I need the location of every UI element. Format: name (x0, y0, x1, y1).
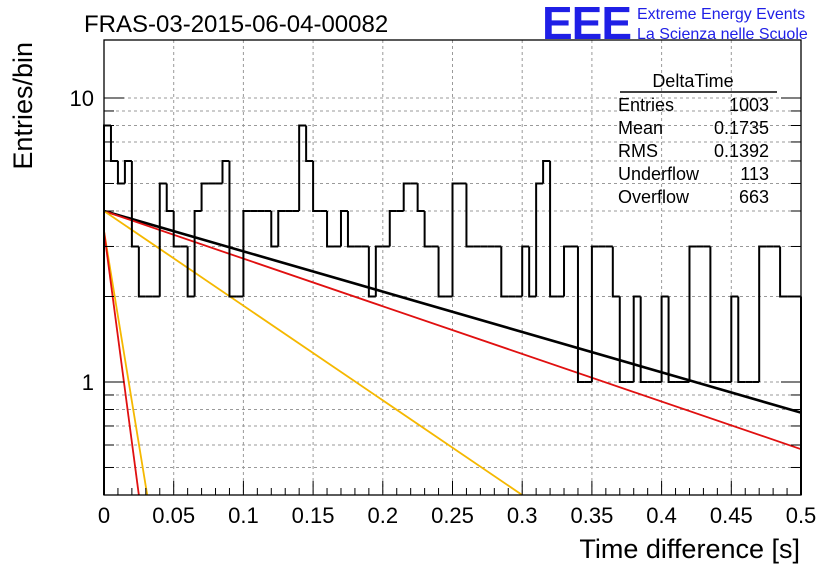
histogram-bin (200, 182, 209, 211)
histogram-bin (576, 246, 585, 383)
stats-title: DeltaTime (652, 71, 733, 91)
y-tick-label: 1 (82, 370, 94, 395)
eee-logo-line1: Extreme Energy Events (637, 6, 805, 23)
x-axis-label: Time difference [s] (579, 534, 800, 564)
histogram-bin (437, 246, 446, 298)
histogram-bin (632, 295, 641, 382)
histogram-bin (374, 245, 383, 297)
x-tick-label: 0.5 (786, 503, 817, 528)
histogram-bin (423, 210, 432, 248)
histogram-bin (312, 160, 321, 212)
eee-logo-line2: La Scienza nelle Scuole (637, 26, 808, 43)
histogram-bin (221, 159, 230, 184)
histogram-bin (165, 183, 174, 212)
stats-label: Entries (618, 95, 674, 115)
stats-label: RMS (618, 141, 658, 161)
histogram-bin (542, 159, 551, 184)
histogram-bin (611, 246, 620, 298)
axis-ticks (103, 97, 802, 496)
histogram-bin (709, 246, 718, 383)
histogram-bin (660, 295, 669, 382)
histogram-bin (590, 245, 599, 382)
stats-value: 0.1735 (714, 118, 769, 138)
stats-label: Overflow (618, 187, 690, 207)
fit-line (103, 230, 149, 496)
fit-line (103, 230, 140, 496)
x-tick-label: 0 (98, 503, 110, 528)
eee-logo-mark: EEE (542, 0, 631, 49)
stats-label: Mean (618, 118, 663, 138)
histogram-bin (549, 160, 558, 298)
histogram-bin (451, 182, 460, 297)
stats-label: Underflow (618, 164, 700, 184)
histogram-bin (779, 246, 788, 298)
histogram-bin (367, 246, 376, 298)
fit-line (103, 209, 802, 414)
histogram-bin (535, 182, 544, 297)
histogram-bin (186, 246, 195, 298)
histogram-bin (500, 246, 509, 298)
histogram-bin (277, 209, 286, 247)
histogram-bin (521, 245, 530, 297)
y-axis-label: Entries/bin (8, 42, 38, 170)
histogram-bin (326, 210, 335, 248)
y-tick-label: 10 (70, 86, 94, 111)
histogram-bin (688, 245, 697, 382)
histogram-bin (667, 296, 676, 383)
histogram-bin (137, 246, 146, 298)
histogram-bin (528, 246, 537, 298)
histogram-bin (402, 182, 411, 211)
histogram-bin (116, 160, 125, 185)
chart-title: FRAS-03-2015-06-04-00082 (84, 11, 388, 38)
histogram-bin (123, 159, 132, 184)
histogram-bin (563, 245, 571, 297)
stats-value: 0.1392 (714, 141, 769, 161)
histogram-bin (172, 210, 181, 248)
histogram-bin (416, 183, 425, 212)
histogram-bin (346, 210, 355, 248)
fit-lines (103, 209, 802, 496)
histogram-bin (158, 182, 167, 297)
histogram-bin (465, 183, 474, 248)
stats-value: 113 (740, 164, 769, 184)
histogram-bin (388, 209, 397, 247)
histogram-bin (339, 209, 348, 247)
fit-line (103, 210, 523, 496)
x-tick-label: 0.3 (507, 503, 538, 528)
x-tick-label: 0.35 (570, 503, 613, 528)
fit-line (103, 210, 802, 451)
histogram-bin (242, 209, 251, 297)
histogram-bin (618, 296, 627, 383)
histogram-bin (193, 209, 202, 297)
histogram-bin (737, 296, 746, 383)
x-tick-label: 0.05 (152, 503, 195, 528)
histogram-bin (228, 160, 237, 298)
x-tick-label: 0.25 (431, 503, 474, 528)
histogram-bin (298, 124, 307, 211)
histogram-bin (305, 125, 314, 162)
histogram-bin (270, 210, 279, 248)
x-tick-label: 0.4 (646, 503, 677, 528)
x-tick-label: 0.2 (368, 503, 399, 528)
stats-box: DeltaTime Entries 1003 Mean 0.1735 RMS 0… (618, 71, 777, 207)
x-tick-labels: 0 0.05 0.1 0.15 0.2 0.25 0.3 0.35 0.4 0.45 0.5 (98, 503, 816, 528)
x-tick-label: 0.15 (292, 503, 335, 528)
stats-value: 663 (739, 187, 769, 207)
eee-logo: EEE Extreme Energy Events La Scienza nel… (542, 0, 808, 49)
histogram-bin (130, 160, 139, 248)
histogram-bin (103, 124, 111, 495)
y-tick-labels: 1 10 (70, 86, 94, 395)
x-tick-label: 0.1 (228, 503, 259, 528)
x-tick-label: 0.45 (710, 503, 753, 528)
histogram-bin (758, 245, 767, 382)
histogram-bin (730, 295, 739, 382)
histogram-bin (639, 296, 648, 383)
stats-value: 1003 (729, 95, 769, 115)
histogram-bin (109, 125, 118, 162)
